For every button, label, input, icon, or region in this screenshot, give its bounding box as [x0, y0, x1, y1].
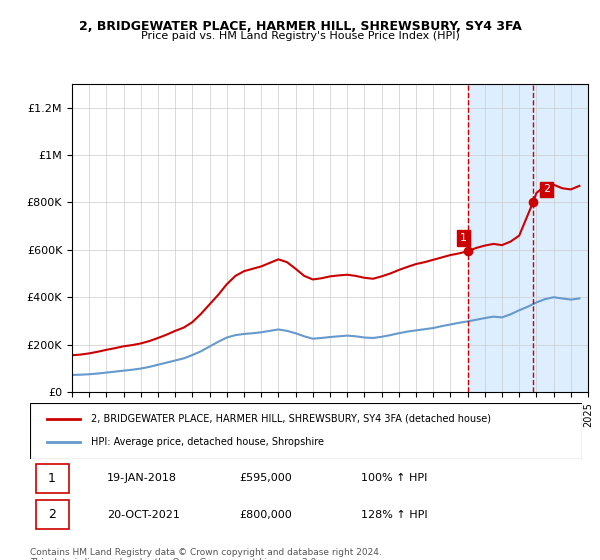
Text: 1: 1 — [48, 472, 56, 485]
Text: Contains HM Land Registry data © Crown copyright and database right 2024.
This d: Contains HM Land Registry data © Crown c… — [30, 548, 382, 560]
FancyBboxPatch shape — [30, 403, 582, 459]
Text: 2, BRIDGEWATER PLACE, HARMER HILL, SHREWSBURY, SY4 3FA (detached house): 2, BRIDGEWATER PLACE, HARMER HILL, SHREW… — [91, 414, 491, 424]
FancyBboxPatch shape — [35, 500, 68, 529]
Text: 128% ↑ HPI: 128% ↑ HPI — [361, 510, 428, 520]
Text: 2: 2 — [543, 184, 550, 194]
Text: 2: 2 — [48, 508, 56, 521]
FancyBboxPatch shape — [35, 464, 68, 493]
Text: £595,000: £595,000 — [240, 473, 293, 483]
Bar — [469, 84, 588, 392]
Text: Price paid vs. HM Land Registry's House Price Index (HPI): Price paid vs. HM Land Registry's House … — [140, 31, 460, 41]
Text: £800,000: £800,000 — [240, 510, 293, 520]
Text: 2, BRIDGEWATER PLACE, HARMER HILL, SHREWSBURY, SY4 3FA: 2, BRIDGEWATER PLACE, HARMER HILL, SHREW… — [79, 20, 521, 32]
Text: 1: 1 — [460, 233, 467, 243]
Text: 20-OCT-2021: 20-OCT-2021 — [107, 510, 180, 520]
Text: 19-JAN-2018: 19-JAN-2018 — [107, 473, 177, 483]
Text: 100% ↑ HPI: 100% ↑ HPI — [361, 473, 428, 483]
Text: HPI: Average price, detached house, Shropshire: HPI: Average price, detached house, Shro… — [91, 437, 324, 447]
